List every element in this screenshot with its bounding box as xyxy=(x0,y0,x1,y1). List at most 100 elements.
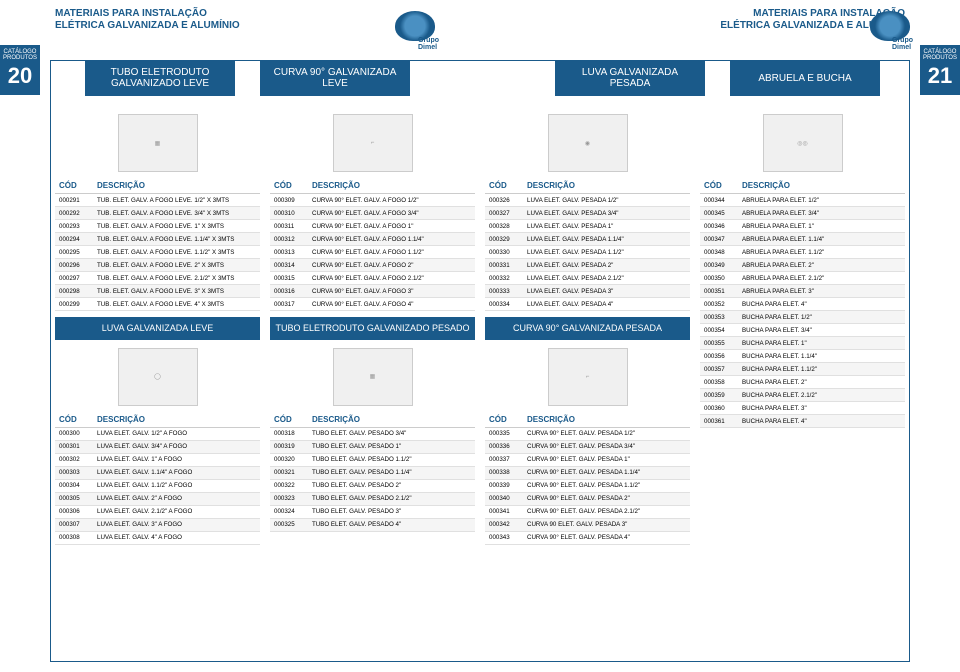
cell-cod: 000360 xyxy=(700,402,738,415)
cell-desc: TUBO ELET. GALV. PESADO 4" xyxy=(308,518,475,531)
cell-cod: 000314 xyxy=(270,259,308,272)
cell-cod: 000323 xyxy=(270,492,308,505)
cell-cod: 000356 xyxy=(700,350,738,363)
cell-cod: 000350 xyxy=(700,272,738,285)
table-row: 000354BUCHA PARA ELET. 3/4" xyxy=(700,324,905,337)
cell-desc: BUCHA PARA ELET. 1/2" xyxy=(738,311,905,324)
cell-cod: 000296 xyxy=(55,259,93,272)
product-image: ▦ xyxy=(118,114,198,172)
table-row: 000343CURVA 90° ELET. GALV. PESADA 4" xyxy=(485,531,690,544)
table-tubo-pesado: CÓDDESCRIÇÃO 000318TUBO ELET. GALV. PESA… xyxy=(270,412,475,532)
cell-cod: 000327 xyxy=(485,207,523,220)
table-row: 000352BUCHA PARA ELET. 4" xyxy=(700,298,905,311)
cell-cod: 000353 xyxy=(700,311,738,324)
cell-desc: CURVA 90° ELET. GALV. A FOGO 2.1/2" xyxy=(308,272,475,285)
page-badge-right: CATÁLOGO PRODUTOS 21 xyxy=(920,45,960,95)
cell-desc: BUCHA PARA ELET. 3/4" xyxy=(738,324,905,337)
cell-desc: LUVA ELET. GALV. PESADA 3" xyxy=(523,285,690,298)
table-row: 000359BUCHA PARA ELET. 2.1/2" xyxy=(700,389,905,402)
table-row: 000339CURVA 90° ELET. GALV. PESADA 1.1/2… xyxy=(485,479,690,492)
table-row: 000313CURVA 90° ELET. GALV. A FOGO 1.1/2… xyxy=(270,246,475,259)
cell-cod: 000332 xyxy=(485,272,523,285)
cell-desc: CURVA 90° ELET. GALV. PESADA 1" xyxy=(523,453,690,466)
col-4: ◎◎ CÓDDESCRIÇÃO 000344ABRUELA PARA ELET.… xyxy=(700,110,905,662)
brand-left: Grupo Dimel xyxy=(418,37,439,51)
cell-cod: 000321 xyxy=(270,466,308,479)
cell-cod: 000317 xyxy=(270,298,308,311)
cell-cod: 000347 xyxy=(700,233,738,246)
cell-desc: LUVA ELET. GALV. 3" A FOGO xyxy=(93,518,260,531)
table-row: 000351ABRUELA PARA ELET. 3" xyxy=(700,285,905,298)
table-row: 000334LUVA ELET. GALV. PESADA 4" xyxy=(485,298,690,311)
cell-desc: TUB. ELET. GALV. A FOGO LEVE. 2" X 3MTS xyxy=(93,259,260,272)
cell-cod: 000343 xyxy=(485,531,523,544)
cell-desc: ABRUELA PARA ELET. 3" xyxy=(738,285,905,298)
cell-desc: CURVA 90° ELET. GALV. A FOGO 1/2" xyxy=(308,194,475,207)
cell-cod: 000328 xyxy=(485,220,523,233)
header-title-left: MATERIAIS PARA INSTALAÇÃO ELÉTRICA GALVA… xyxy=(55,8,240,32)
cell-desc: TUB. ELET. GALV. A FOGO LEVE. 4" X 3MTS xyxy=(93,298,260,311)
table-row: 000360BUCHA PARA ELET. 3" xyxy=(700,402,905,415)
cell-desc: ABRUELA PARA ELET. 1/2" xyxy=(738,194,905,207)
cell-cod: 000310 xyxy=(270,207,308,220)
table-luva-leve: CÓDDESCRIÇÃO 000300LUVA ELET. GALV. 1/2"… xyxy=(55,412,260,545)
section-luva-leve: LUVA GALVANIZADA LEVE xyxy=(55,317,260,340)
cell-cod: 000302 xyxy=(55,453,93,466)
cell-desc: LUVA ELET. GALV. 1.1/2" A FOGO xyxy=(93,479,260,492)
col-2: ⌐ CÓDDESCRIÇÃO 000309CURVA 90° ELET. GAL… xyxy=(270,110,475,662)
cell-cod: 000341 xyxy=(485,505,523,518)
table-row: 000294TUB. ELET. GALV. A FOGO LEVE. 1.1/… xyxy=(55,233,260,246)
cell-desc: CURVA 90° ELET. GALV. A FOGO 3/4" xyxy=(308,207,475,220)
table-row: 000296TUB. ELET. GALV. A FOGO LEVE. 2" X… xyxy=(55,259,260,272)
cell-desc: CURVA 90° ELET. GALV. PESADA 2.1/2" xyxy=(523,505,690,518)
cell-desc: CURVA 90° ELET. GALV. PESADA 3/4" xyxy=(523,440,690,453)
cell-desc: CURVA 90° ELET. GALV. PESADA 4" xyxy=(523,531,690,544)
table-row: 000356BUCHA PARA ELET. 1.1/4" xyxy=(700,350,905,363)
cell-desc: BUCHA PARA ELET. 1.1/2" xyxy=(738,363,905,376)
table-row: 000329LUVA ELET. GALV. PESADA 1.1/4" xyxy=(485,233,690,246)
table-row: 000305LUVA ELET. GALV. 2" A FOGO xyxy=(55,492,260,505)
page-badge-left: CATÁLOGO PRODUTOS 20 xyxy=(0,45,40,95)
table-row: 000301LUVA ELET. GALV. 3/4" A FOGO xyxy=(55,440,260,453)
table-row: 000357BUCHA PARA ELET. 1.1/2" xyxy=(700,363,905,376)
cell-desc: TUB. ELET. GALV. A FOGO LEVE. 1.1/2" X 3… xyxy=(93,246,260,259)
cell-desc: TUB. ELET. GALV. A FOGO LEVE. 2.1/2" X 3… xyxy=(93,272,260,285)
cell-cod: 000354 xyxy=(700,324,738,337)
table-luva-pesada: CÓDDESCRIÇÃO 000326LUVA ELET. GALV. PESA… xyxy=(485,178,690,311)
table-row: 000315CURVA 90° ELET. GALV. A FOGO 2.1/2… xyxy=(270,272,475,285)
cell-cod: 000336 xyxy=(485,440,523,453)
cell-cod: 000309 xyxy=(270,194,308,207)
table-row: 000311CURVA 90° ELET. GALV. A FOGO 1" xyxy=(270,220,475,233)
cell-cod: 000358 xyxy=(700,376,738,389)
product-image: ⌐ xyxy=(548,348,628,406)
cell-desc: LUVA ELET. GALV. 1/2" A FOGO xyxy=(93,427,260,440)
cell-cod: 000342 xyxy=(485,518,523,531)
table-row: 000298TUB. ELET. GALV. A FOGO LEVE. 3" X… xyxy=(55,285,260,298)
table-row: 000306LUVA ELET. GALV. 2.1/2" A FOGO xyxy=(55,505,260,518)
cell-desc: LUVA ELET. GALV. 2.1/2" A FOGO xyxy=(93,505,260,518)
cell-cod: 000340 xyxy=(485,492,523,505)
cell-cod: 000351 xyxy=(700,285,738,298)
cell-desc: LUVA ELET. GALV. PESADA 4" xyxy=(523,298,690,311)
cell-desc: BUCHA PARA ELET. 1" xyxy=(738,337,905,350)
table-row: 000326LUVA ELET. GALV. PESADA 1/2" xyxy=(485,194,690,207)
cell-cod: 000295 xyxy=(55,246,93,259)
table-row: 000323TUBO ELET. GALV. PESADO 2.1/2" xyxy=(270,492,475,505)
cell-desc: CURVA 90 ELET. GALV. PESADA 3" xyxy=(523,518,690,531)
section-luva-pesada: LUVA GALVANIZADA PESADA xyxy=(555,60,705,96)
cell-cod: 000307 xyxy=(55,518,93,531)
col-1: ▦ CÓDDESCRIÇÃO 000291TUB. ELET. GALV. A … xyxy=(55,110,260,662)
product-image: ▦ xyxy=(333,348,413,406)
cell-cod: 000318 xyxy=(270,427,308,440)
table-row: 000314CURVA 90° ELET. GALV. A FOGO 2" xyxy=(270,259,475,272)
table-row: 000321TUBO ELET. GALV. PESADO 1.1/4" xyxy=(270,466,475,479)
cell-desc: TUBO ELET. GALV. PESADO 1" xyxy=(308,440,475,453)
cell-cod: 000320 xyxy=(270,453,308,466)
cell-desc: ABRUELA PARA ELET. 1.1/4" xyxy=(738,233,905,246)
cell-desc: TUB. ELET. GALV. A FOGO LEVE. 3" X 3MTS xyxy=(93,285,260,298)
cell-cod: 000334 xyxy=(485,298,523,311)
cell-desc: TUBO ELET. GALV. PESADO 3/4" xyxy=(308,427,475,440)
cell-desc: BUCHA PARA ELET. 4" xyxy=(738,415,905,428)
table-row: 000292TUB. ELET. GALV. A FOGO LEVE. 3/4"… xyxy=(55,207,260,220)
cell-cod: 000299 xyxy=(55,298,93,311)
